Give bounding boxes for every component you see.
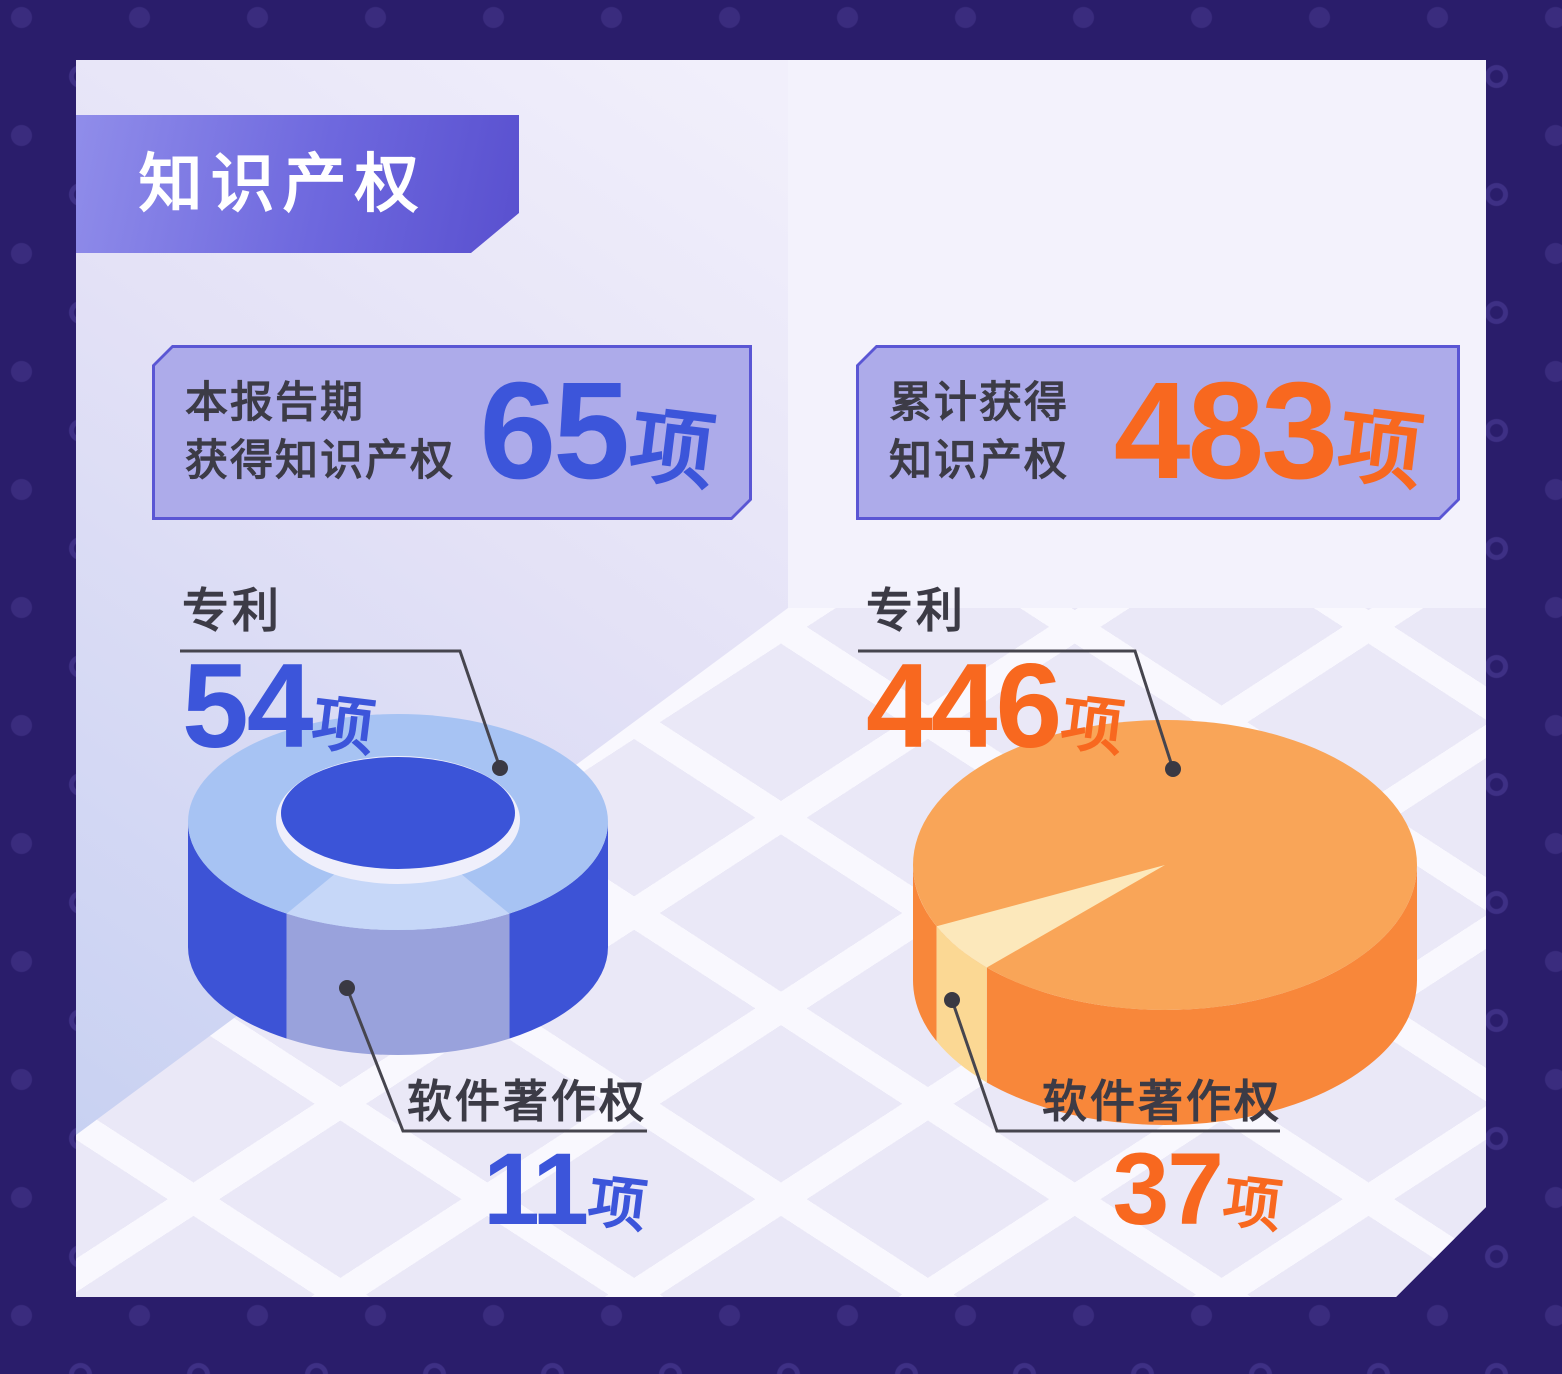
stat-label: 累计获得 知识产权 — [889, 375, 1069, 489]
stat-number: 483 — [1113, 354, 1335, 508]
leader-line-patent-right — [858, 649, 1175, 770]
stat-label-line1: 本报告期 — [185, 379, 365, 428]
stat-label-line1: 累计获得 — [889, 379, 1069, 428]
leader-line-patent-left — [180, 649, 502, 769]
stat-card-cumulative: 累计获得 知识产权 483项 — [856, 345, 1460, 520]
pie-chart-cumulative — [912, 720, 1417, 1125]
page-title: 知识产权 — [138, 148, 427, 220]
callout-number: 54 — [182, 639, 313, 773]
donut-chart-current-period — [188, 714, 609, 1056]
pie-side-wall-left — [912, 865, 937, 1042]
donut-slice-side-wall — [286, 913, 510, 1056]
leader-dot-patent-right — [1165, 761, 1181, 777]
callout-label-software-left: 软件著作权 — [406, 1076, 647, 1127]
callout-label-patent-right: 专利 — [866, 584, 966, 637]
callout-number: 446 — [866, 639, 1062, 773]
leader-dot-software-left — [339, 980, 355, 996]
stat-unit: 项 — [624, 397, 720, 501]
stat-label-line2: 知识产权 — [889, 436, 1069, 485]
callout-unit: 项 — [308, 688, 379, 765]
donut-side-wall-right — [509, 822, 609, 1039]
callout-value-software-left: 11项 — [247, 1138, 650, 1241]
leader-line-software-right — [950, 999, 1280, 1133]
callout-number: 11 — [483, 1132, 589, 1246]
callout-label-patent-left: 专利 — [182, 584, 282, 637]
stat-label: 本报告期 获得知识产权 — [185, 375, 455, 489]
stat-card-fill — [859, 348, 1457, 517]
callout-unit: 项 — [584, 1168, 651, 1241]
infographic-card: 知识产权 本报告期 获得知识产权 65项 累计获得 知识产权 483项 专利 5… — [76, 60, 1486, 1297]
stat-card-fill — [155, 348, 749, 517]
stat-number: 65 — [479, 354, 627, 508]
stat-value: 65项 — [479, 362, 715, 503]
callout-unit: 项 — [1219, 1168, 1286, 1241]
charts-layer — [180, 649, 1417, 1133]
callout-unit: 项 — [1057, 688, 1128, 765]
callout-value-patent-right: 446项 — [866, 646, 1127, 766]
leader-dot-patent-left — [492, 760, 508, 776]
leader-line-software-left — [345, 987, 647, 1133]
pie-slice-top — [936, 865, 1165, 968]
stat-card-current-period: 本报告期 获得知识产权 65项 — [152, 345, 752, 520]
donut-hole — [281, 757, 515, 869]
stat-unit: 项 — [1332, 397, 1428, 501]
leader-dots — [339, 760, 1181, 1008]
leader-lines — [180, 649, 1280, 1133]
title-ribbon: 知识产权 — [76, 115, 519, 253]
donut-side-wall-left — [188, 822, 287, 1039]
leader-dot-software-right — [944, 992, 960, 1008]
pie-slice-side-wall — [936, 926, 987, 1083]
pie-side-wall-right — [986, 865, 1417, 1125]
callout-label-software-right: 软件著作权 — [1041, 1076, 1282, 1127]
stat-label-line2: 获得知识产权 — [185, 436, 455, 485]
callout-number: 37 — [1112, 1132, 1224, 1246]
callout-value-patent-left: 54项 — [182, 646, 379, 766]
stat-value: 483项 — [1114, 362, 1423, 503]
callout-value-software-right: 37项 — [882, 1138, 1286, 1241]
